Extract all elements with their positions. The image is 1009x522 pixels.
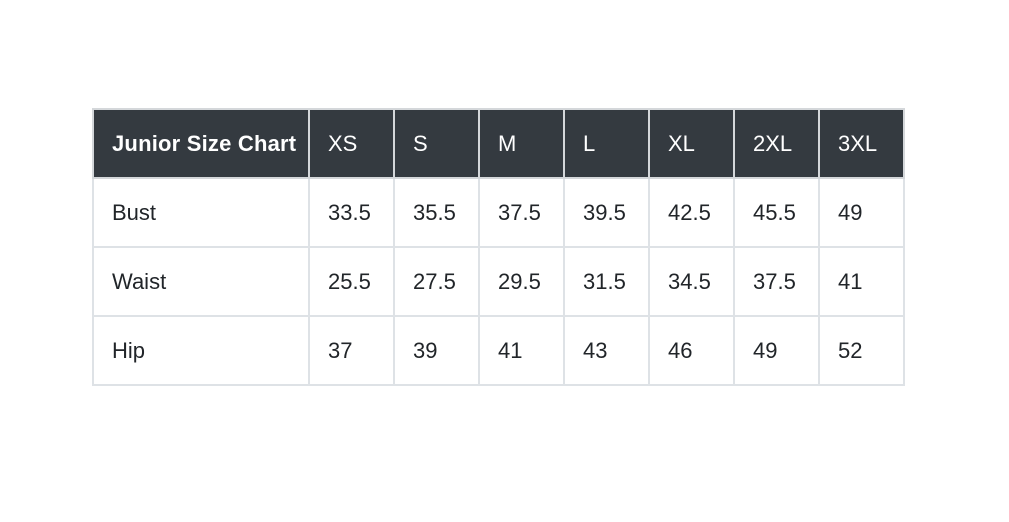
waist-xl-value: 34.5 xyxy=(648,246,735,317)
row-label-bust: Bust xyxy=(92,177,310,248)
hip-m-value: 41 xyxy=(478,315,565,386)
col-header-l: L xyxy=(563,108,650,179)
waist-xs-value: 25.5 xyxy=(308,246,395,317)
table-header: Junior Size Chart XS S M L XL 2XL 3XL xyxy=(92,108,905,179)
col-header-2xl: 2XL xyxy=(733,108,820,179)
table-row-waist: Waist 25.5 27.5 29.5 31.5 34.5 37.5 41 xyxy=(92,246,905,317)
hip-3xl-value: 52 xyxy=(818,315,905,386)
col-header-xs: XS xyxy=(308,108,395,179)
bust-3xl-value: 49 xyxy=(818,177,905,248)
row-label-waist: Waist xyxy=(92,246,310,317)
waist-3xl-value: 41 xyxy=(818,246,905,317)
hip-2xl-value: 49 xyxy=(733,315,820,386)
waist-2xl-value: 37.5 xyxy=(733,246,820,317)
table-row-hip: Hip 37 39 41 43 46 49 52 xyxy=(92,315,905,386)
col-header-s: S xyxy=(393,108,480,179)
bust-xs-value: 33.5 xyxy=(308,177,395,248)
waist-m-value: 29.5 xyxy=(478,246,565,317)
waist-s-value: 27.5 xyxy=(393,246,480,317)
bust-xl-value: 42.5 xyxy=(648,177,735,248)
table-row-bust: Bust 33.5 35.5 37.5 39.5 42.5 45.5 49 xyxy=(92,177,905,248)
hip-l-value: 43 xyxy=(563,315,650,386)
junior-size-chart-table: Junior Size Chart XS S M L XL 2XL 3XL Bu… xyxy=(92,108,905,386)
hip-xs-value: 37 xyxy=(308,315,395,386)
col-header-m: M xyxy=(478,108,565,179)
header-row: Junior Size Chart XS S M L XL 2XL 3XL xyxy=(92,108,905,179)
bust-l-value: 39.5 xyxy=(563,177,650,248)
bust-2xl-value: 45.5 xyxy=(733,177,820,248)
col-header-xl: XL xyxy=(648,108,735,179)
size-chart-container: Junior Size Chart XS S M L XL 2XL 3XL Bu… xyxy=(92,108,905,386)
hip-s-value: 39 xyxy=(393,315,480,386)
table-body: Bust 33.5 35.5 37.5 39.5 42.5 45.5 49 Wa… xyxy=(92,177,905,386)
hip-xl-value: 46 xyxy=(648,315,735,386)
row-label-hip: Hip xyxy=(92,315,310,386)
table-title: Junior Size Chart xyxy=(92,108,310,179)
bust-s-value: 35.5 xyxy=(393,177,480,248)
bust-m-value: 37.5 xyxy=(478,177,565,248)
waist-l-value: 31.5 xyxy=(563,246,650,317)
col-header-3xl: 3XL xyxy=(818,108,905,179)
